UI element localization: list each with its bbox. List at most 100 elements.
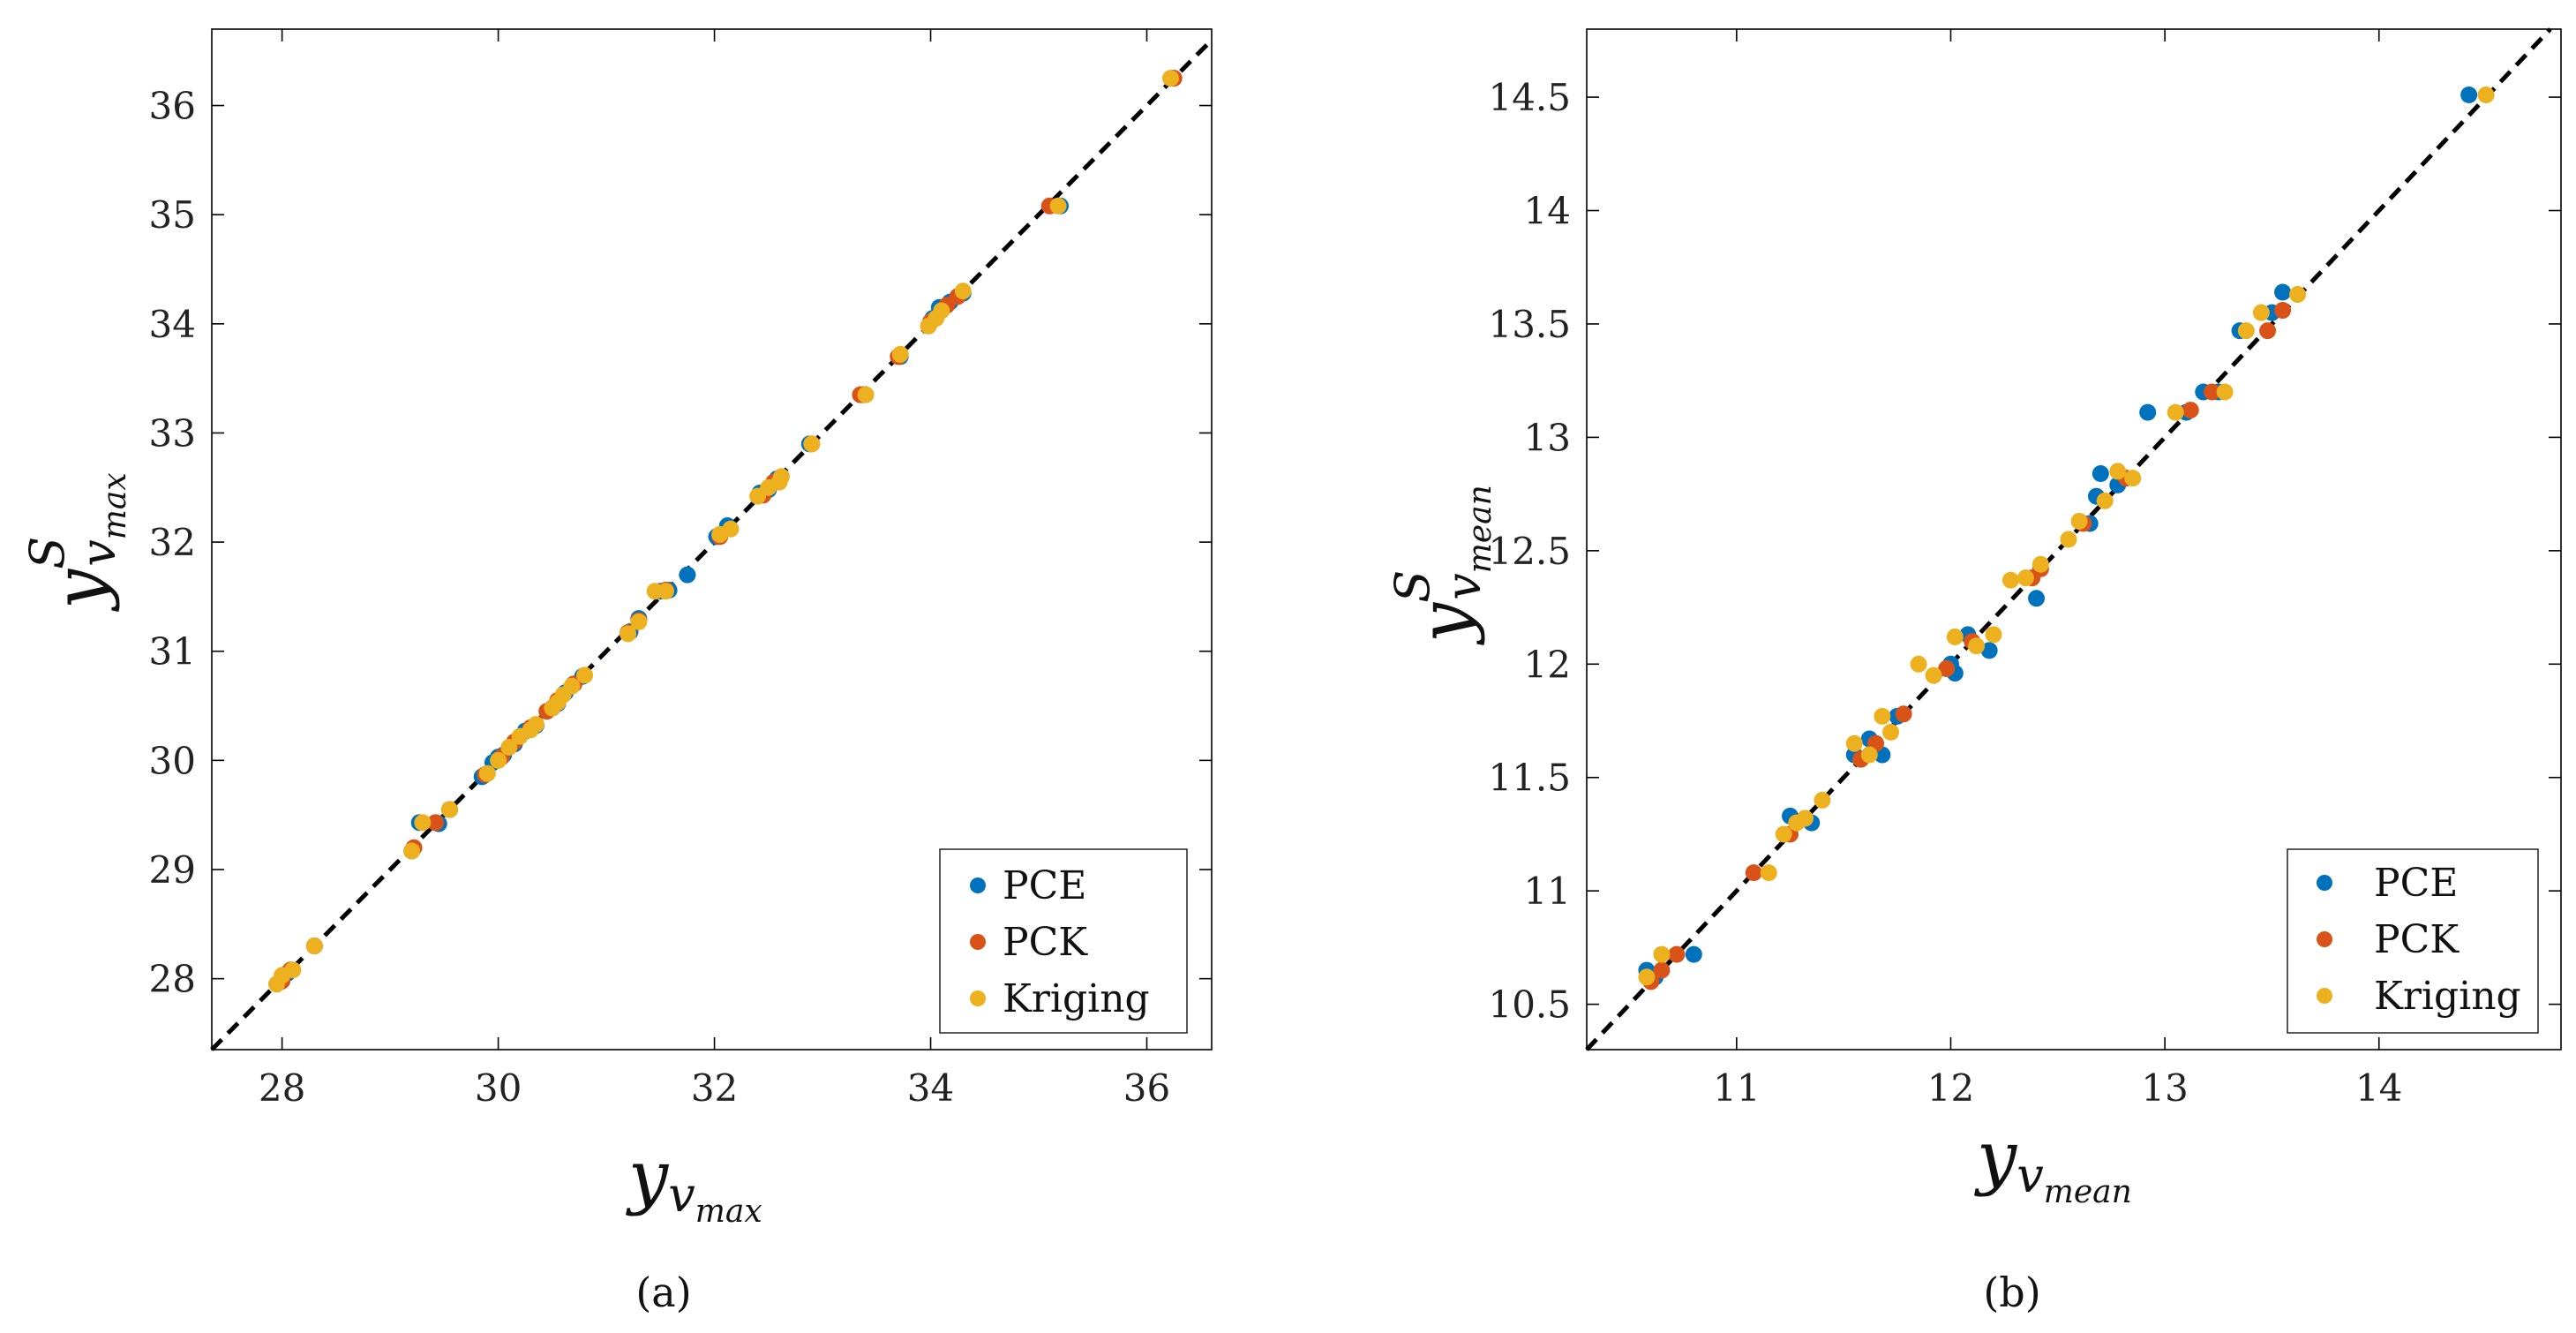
panel-a-caption: (a) bbox=[635, 1269, 691, 1316]
y-tick-label: 12 bbox=[1524, 643, 1571, 686]
point-kriging bbox=[1814, 791, 1831, 809]
point-kriging bbox=[1796, 810, 1814, 827]
point-kriging bbox=[2060, 531, 2077, 548]
legend-marker-kriging bbox=[970, 990, 986, 1006]
x-tick-label: 32 bbox=[691, 1066, 738, 1110]
point-kriging bbox=[284, 961, 302, 979]
point-pce bbox=[1685, 945, 1702, 963]
y-tick-label: 13 bbox=[1524, 416, 1571, 459]
point-pce bbox=[679, 566, 696, 584]
point-pce bbox=[2092, 465, 2109, 483]
y-tick-label: 11.5 bbox=[1488, 757, 1571, 800]
x-tick-label: 11 bbox=[1713, 1066, 1760, 1110]
point-kriging bbox=[630, 613, 648, 630]
point-kriging bbox=[2252, 304, 2270, 321]
point-kriging bbox=[1910, 655, 1927, 673]
point-kriging bbox=[500, 739, 518, 757]
point-pck bbox=[1895, 705, 1912, 723]
panel-a-x-axis-label: yvmax bbox=[626, 1135, 762, 1230]
point-pck bbox=[2204, 383, 2221, 401]
point-kriging bbox=[2167, 403, 2184, 421]
y-tick-label: 35 bbox=[149, 193, 196, 237]
point-kriging bbox=[1985, 626, 2002, 644]
y-tick-label: 32 bbox=[149, 521, 196, 564]
y-tick-label: 36 bbox=[149, 85, 196, 128]
point-kriging bbox=[305, 938, 323, 955]
point-kriging bbox=[1874, 707, 1891, 725]
point-kriging bbox=[2289, 286, 2307, 304]
panel-a: 28 30 32 34 36 28 29 30 31 32 33 34 35 36 PCE PCK Kri… bbox=[19, 28, 1213, 1316]
point-pce bbox=[2460, 86, 2478, 103]
point-kriging bbox=[1946, 628, 1964, 645]
point-kriging bbox=[1925, 666, 1942, 684]
panel-b-legend: PCE PCK Kriging bbox=[2287, 848, 2539, 1034]
point-kriging bbox=[1161, 70, 1179, 87]
x-tick-label: 36 bbox=[1123, 1066, 1170, 1110]
y-tick-label: 31 bbox=[149, 630, 196, 674]
point-kriging bbox=[954, 282, 972, 300]
point-kriging bbox=[527, 716, 544, 734]
point-pck bbox=[2182, 402, 2199, 419]
point-kriging bbox=[857, 386, 875, 403]
y-tick-label: 14.5 bbox=[1488, 76, 1571, 119]
panel-b-x-axis-label: yvmean bbox=[1974, 1116, 2132, 1210]
point-pck bbox=[2259, 322, 2277, 340]
x-tick-label: 12 bbox=[1927, 1066, 1974, 1110]
point-kriging bbox=[563, 677, 581, 695]
point-kriging bbox=[803, 435, 821, 453]
point-pce bbox=[2274, 283, 2292, 301]
x-tick-label: 13 bbox=[2141, 1066, 2188, 1110]
point-pce bbox=[2139, 403, 2157, 421]
point-kriging bbox=[1860, 746, 1878, 764]
point-kriging bbox=[620, 625, 637, 643]
point-kriging bbox=[657, 583, 674, 600]
point-kriging bbox=[1760, 864, 1777, 882]
x-tick-label: 30 bbox=[475, 1066, 522, 1110]
panel-b-ticks: 11 12 13 14 10.5 11 11.5 12 12.5 13 13.5 14 14.5 bbox=[1488, 29, 2561, 1110]
x-tick-label: 14 bbox=[2355, 1066, 2402, 1110]
y-tick-label: 10.5 bbox=[1488, 983, 1571, 1027]
point-kriging bbox=[403, 842, 421, 860]
point-pck bbox=[427, 814, 445, 832]
panel-b-y-axis-label: ySvmean bbox=[1385, 485, 1498, 645]
point-kriging bbox=[1775, 825, 1792, 843]
legend-label-pce: PCE bbox=[2374, 861, 2458, 906]
point-pck bbox=[2274, 302, 2292, 320]
point-pck bbox=[1745, 864, 1762, 882]
y-tick-label: 11 bbox=[1524, 870, 1571, 913]
point-kriging bbox=[2096, 492, 2114, 509]
panel-b-caption: (b) bbox=[1983, 1269, 2040, 1316]
point-kriging bbox=[1882, 723, 1900, 741]
point-kriging bbox=[773, 468, 791, 486]
x-tick-label: 34 bbox=[907, 1066, 954, 1110]
point-pck bbox=[1668, 945, 1686, 963]
panel-a-y-axis-label: ySvmax bbox=[19, 472, 133, 612]
point-pck bbox=[1938, 659, 1956, 677]
point-kriging bbox=[2124, 470, 2142, 487]
legend-label-pce: PCE bbox=[1003, 863, 1086, 908]
y-tick-label: 28 bbox=[149, 958, 196, 1001]
y-tick-label: 34 bbox=[149, 303, 196, 346]
y-tick-label: 29 bbox=[149, 848, 196, 892]
point-kriging bbox=[2109, 463, 2127, 480]
point-kriging bbox=[1845, 734, 1863, 752]
legend-label-pck: PCK bbox=[1003, 920, 1088, 965]
point-kriging bbox=[1638, 968, 1656, 986]
point-kriging bbox=[1049, 197, 1067, 215]
point-kriging bbox=[891, 345, 909, 363]
y-tick-label: 13.5 bbox=[1488, 303, 1571, 346]
point-kriging bbox=[414, 814, 432, 832]
point-pck bbox=[1653, 961, 1671, 979]
point-kriging bbox=[2070, 512, 2088, 530]
x-tick-label: 28 bbox=[259, 1066, 305, 1110]
panel-a-legend: PCE PCK Kriging bbox=[939, 848, 1188, 1034]
point-kriging bbox=[1968, 637, 1986, 655]
point-kriging bbox=[2001, 571, 2019, 589]
legend-label-kriging: Kriging bbox=[2374, 974, 2521, 1019]
legend-label-pck: PCK bbox=[2374, 917, 2460, 962]
point-kriging bbox=[2237, 322, 2255, 340]
point-kriging bbox=[2477, 86, 2495, 103]
point-kriging bbox=[2216, 383, 2234, 401]
point-kriging bbox=[440, 801, 458, 818]
